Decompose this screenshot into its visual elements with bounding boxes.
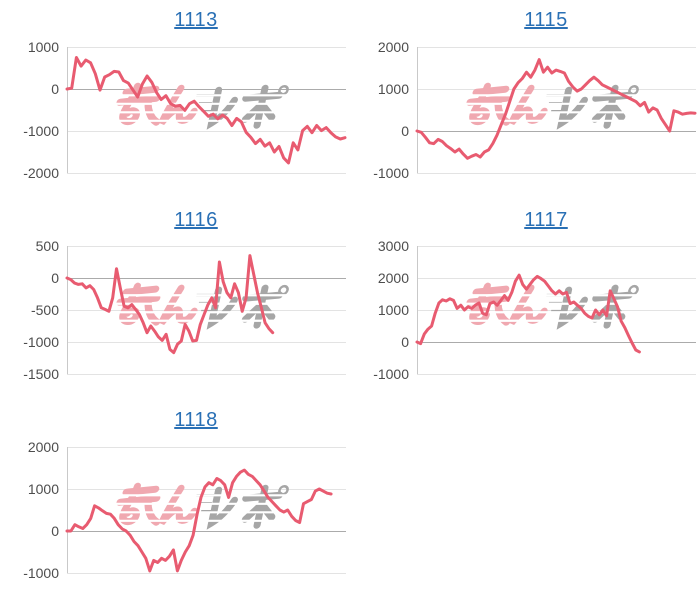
svg-text:-1000: -1000 (23, 334, 59, 350)
svg-text:-1000: -1000 (373, 165, 409, 181)
chart-cell-1117: 1117 3000 2000 1000 0 -1000 (350, 200, 700, 400)
chart-cell-1118: 1118 2000 1000 0 -1000 (0, 400, 350, 600)
chart-cell-1113: 1113 1000 0 -1000 -2000 (0, 0, 350, 200)
svg-text:0: 0 (51, 81, 59, 97)
chart-cell-1116: 1116 500 0 -500 -1000 -1500 (0, 200, 350, 400)
svg-text:-1000: -1000 (373, 366, 409, 382)
svg-text:-500: -500 (31, 302, 59, 318)
chart-title-link-1113[interactable]: 1113 (174, 9, 218, 31)
chart-title-row: 1118 (0, 409, 350, 432)
chart-title-link-1118[interactable]: 1118 (174, 409, 218, 431)
svg-text:0: 0 (51, 270, 59, 286)
svg-text:-1000: -1000 (23, 123, 59, 139)
chart-title-link-1115[interactable]: 1115 (524, 9, 568, 31)
chart-title-row: 1116 (0, 209, 350, 232)
svg-text:1000: 1000 (28, 39, 59, 55)
svg-text:0: 0 (51, 523, 59, 539)
svg-text:3000: 3000 (378, 238, 409, 254)
empty-cell (350, 400, 700, 600)
chart-title-link-1117[interactable]: 1117 (524, 209, 568, 231)
svg-text:2000: 2000 (378, 270, 409, 286)
svg-text:1000: 1000 (378, 81, 409, 97)
chart-title-row: 1117 (350, 209, 700, 232)
chart-plot-1118: 2000 1000 0 -1000 (23, 439, 346, 581)
svg-text:500: 500 (36, 238, 60, 254)
svg-text:-1000: -1000 (23, 565, 59, 581)
chart-title-link-1116[interactable]: 1116 (174, 209, 218, 231)
svg-text:1000: 1000 (378, 302, 409, 318)
chart-plot-1117: 3000 2000 1000 0 -1000 (373, 238, 696, 382)
svg-text:2000: 2000 (28, 439, 59, 455)
chart-title-row: 1115 (350, 9, 700, 32)
svg-text:1000: 1000 (28, 481, 59, 497)
svg-text:0: 0 (401, 334, 409, 350)
svg-text:2000: 2000 (378, 39, 409, 55)
chart-plot-1116: 500 0 -500 -1000 -1500 (23, 238, 346, 382)
svg-text:0: 0 (401, 123, 409, 139)
chart-title-row: 1113 (0, 9, 350, 32)
chart-plot-1113: 1000 0 -1000 -2000 (23, 39, 347, 181)
svg-text:-1500: -1500 (23, 366, 59, 382)
chart-plot-1115: 2000 1000 0 -1000 (373, 39, 697, 181)
chart-cell-1115: 1115 2000 1000 0 -1000 (350, 0, 700, 200)
svg-text:-2000: -2000 (23, 165, 59, 181)
